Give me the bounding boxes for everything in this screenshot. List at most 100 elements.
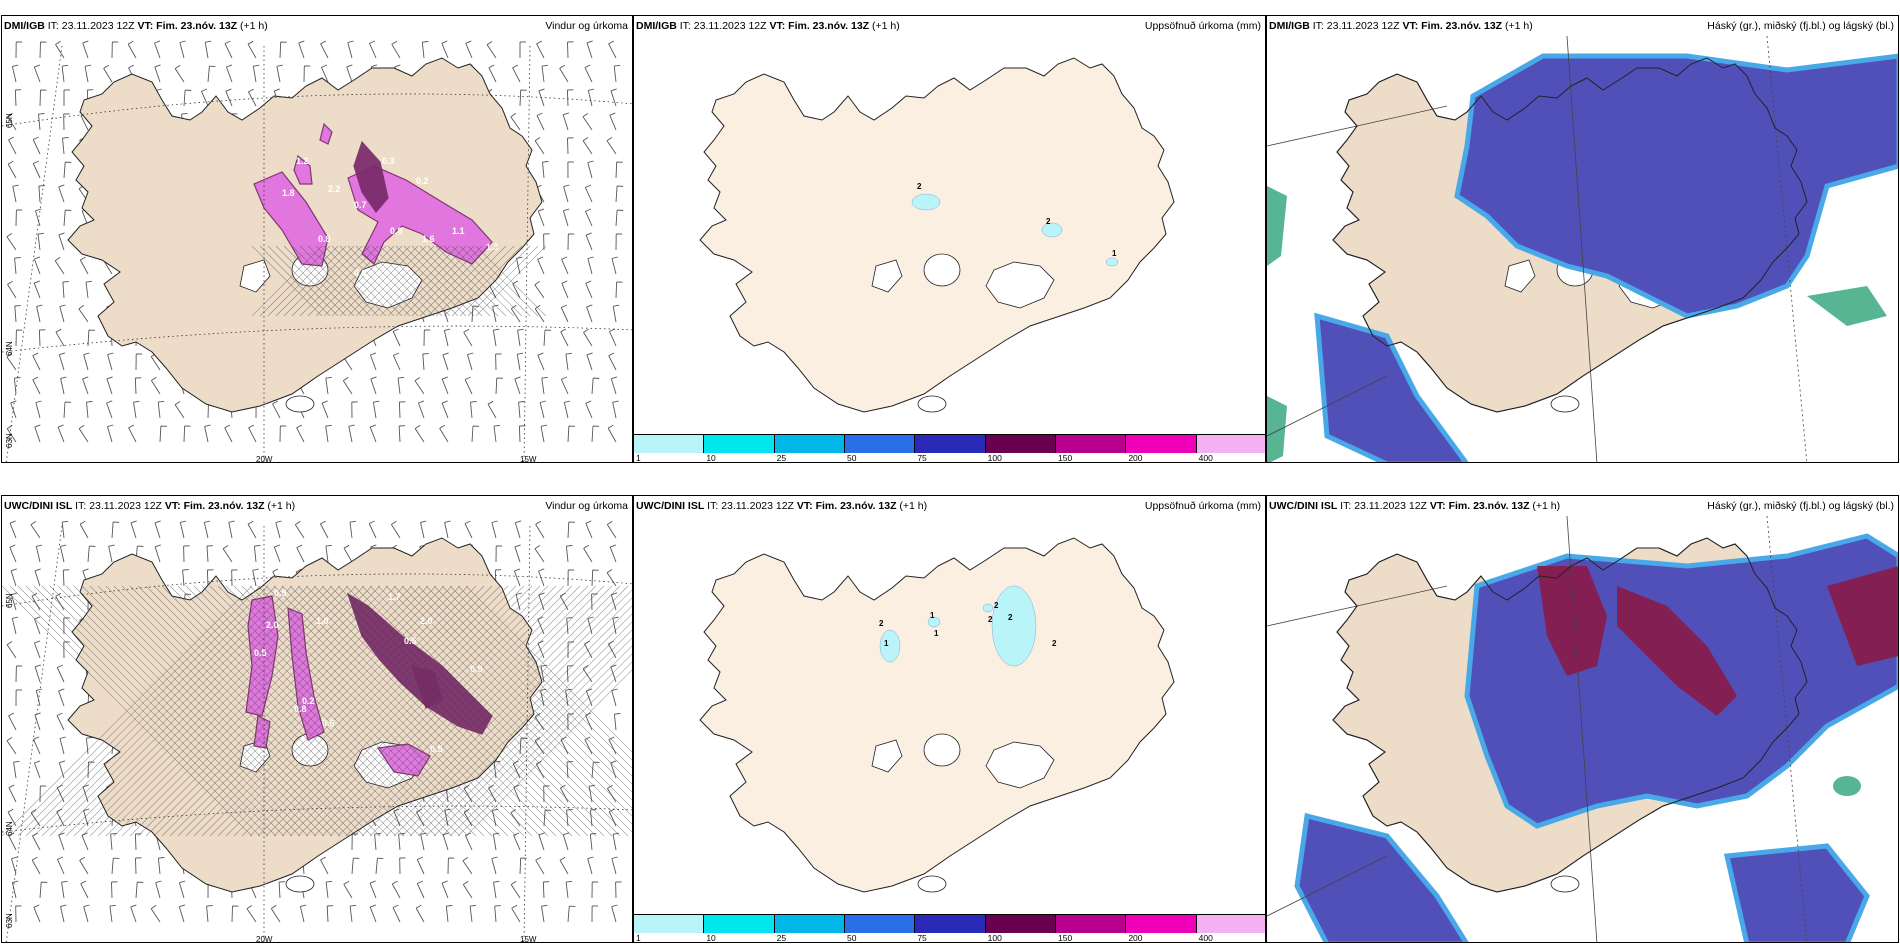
- panel-header: DMI/IGB IT: 23.11.2023 12Z VT: Fim. 23.n…: [4, 20, 268, 32]
- wind-barb: [441, 376, 449, 395]
- wind-barb: [467, 352, 474, 371]
- wind-barb: [222, 545, 233, 563]
- wind-barb: [422, 353, 429, 371]
- wind-barb: [369, 40, 377, 59]
- precip-value: 0.3: [382, 156, 395, 166]
- wind-barb: [492, 832, 500, 851]
- wind-barb: [369, 904, 377, 923]
- wind-barb: [567, 569, 575, 587]
- wind-barb: [85, 280, 92, 299]
- wind-barb: [38, 329, 46, 347]
- wind-barb: [247, 520, 257, 539]
- wind-barb: [493, 424, 501, 443]
- wind-barb: [84, 64, 91, 83]
- wind-barb: [58, 184, 65, 203]
- cloud-overlay: [1267, 53, 1898, 462]
- wind-barb: [59, 736, 66, 755]
- wind-barb: [607, 784, 617, 803]
- wind-barb: [444, 520, 451, 539]
- wind-barb: [486, 41, 497, 59]
- wind-barb: [464, 376, 473, 395]
- wind-barb: [610, 376, 618, 395]
- wind-barb: [567, 905, 576, 923]
- precip-value: 2.2: [328, 184, 341, 194]
- wind-barb: [135, 353, 143, 371]
- wind-barb: [58, 760, 66, 779]
- accum-area: [1041, 222, 1063, 238]
- panel-header: DMI/IGB IT: 23.11.2023 12Z VT: Fim. 23.n…: [1269, 20, 1537, 32]
- wind-barb: [442, 352, 449, 371]
- wind-barb: [157, 400, 165, 419]
- wind-barb: [275, 520, 282, 539]
- wind-barb: [14, 89, 22, 107]
- wind-barb: [86, 401, 93, 419]
- wind-barb: [559, 64, 569, 83]
- colorbar-tick-label: 200: [1128, 453, 1143, 463]
- panel-accum-dmi: DMI/IGB IT: 23.11.2023 12Z VT: Fim. 23.n…: [633, 15, 1266, 463]
- wind-barb: [491, 856, 498, 875]
- lat-line: [2, 93, 632, 127]
- accum-area: [927, 616, 941, 628]
- wind-barb: [13, 377, 21, 395]
- wind-barb: [87, 761, 95, 779]
- wind-barb: [39, 41, 47, 59]
- panel-header: UWC/DINI ISL IT: 23.11.2023 12Z VT: Fim.…: [1269, 500, 1565, 512]
- precip-area: [319, 122, 333, 145]
- wind-barb: [111, 881, 118, 899]
- wind-barb: [585, 208, 593, 227]
- colorbar-swatch: [1196, 435, 1265, 453]
- wind-barb: [11, 616, 19, 635]
- wind-barb: [11, 880, 19, 899]
- wind-barb: [343, 880, 353, 899]
- wind-barb: [615, 233, 623, 251]
- glacier-myrdalsjokull: [917, 875, 947, 893]
- wind-barb: [414, 377, 425, 395]
- wind-barb: [61, 520, 69, 539]
- wind-barb: [61, 64, 69, 83]
- wind-barb: [543, 329, 552, 347]
- wind-barb: [398, 425, 406, 443]
- colorbar: [634, 434, 1265, 453]
- wind-barb: [587, 88, 595, 107]
- wind-barb: [540, 424, 547, 443]
- precip-value: 0.6: [322, 718, 335, 728]
- precip-value: 1.3: [486, 242, 499, 252]
- wind-map: 1.21.8 2.20.70.81.61.11.30.90.20.30.865N6…: [2, 40, 632, 463]
- wind-barb: [347, 40, 354, 59]
- wind-barb: [398, 401, 406, 419]
- precip-value: 2.0: [266, 620, 279, 630]
- wind-barb: [368, 520, 377, 539]
- wind-barb: [510, 304, 521, 323]
- colorbar-tick-label: 1: [636, 453, 641, 463]
- wind-barb: [279, 425, 287, 443]
- precip-value: 1.6: [422, 234, 435, 244]
- wind-barb: [391, 40, 401, 59]
- wind-barb: [57, 856, 65, 875]
- precip-value: 0.5: [430, 744, 443, 754]
- wind-barb: [516, 256, 523, 275]
- accum-value: 2: [879, 619, 884, 628]
- panel-header: UWC/DINI ISL IT: 23.11.2023 12Z VT: Fim.…: [4, 500, 296, 512]
- lon-label-15w: 15W: [520, 455, 537, 463]
- wind-barb: [591, 377, 600, 395]
- wind-barb: [588, 784, 596, 803]
- glacier-myrdalsjokull: [1550, 875, 1580, 893]
- colorbar-swatch: [844, 915, 916, 933]
- wind-barb: [320, 856, 329, 875]
- colorbar-swatch: [774, 435, 845, 453]
- wind-barb: [78, 424, 89, 443]
- wind-barb: [34, 568, 41, 587]
- wind-barb: [201, 88, 209, 107]
- wind-barb: [15, 905, 22, 923]
- wind-barb: [15, 329, 23, 347]
- wind-barb: [462, 857, 473, 875]
- wind-barb: [587, 856, 594, 875]
- wind-barb: [39, 89, 47, 107]
- colorbar-tick-label: 50: [847, 453, 857, 463]
- colorbar-tick-label: 150: [1058, 453, 1073, 463]
- glacier-myrdalsjokull: [1550, 395, 1580, 413]
- wind-barb: [231, 569, 238, 587]
- wind-barb: [159, 425, 167, 443]
